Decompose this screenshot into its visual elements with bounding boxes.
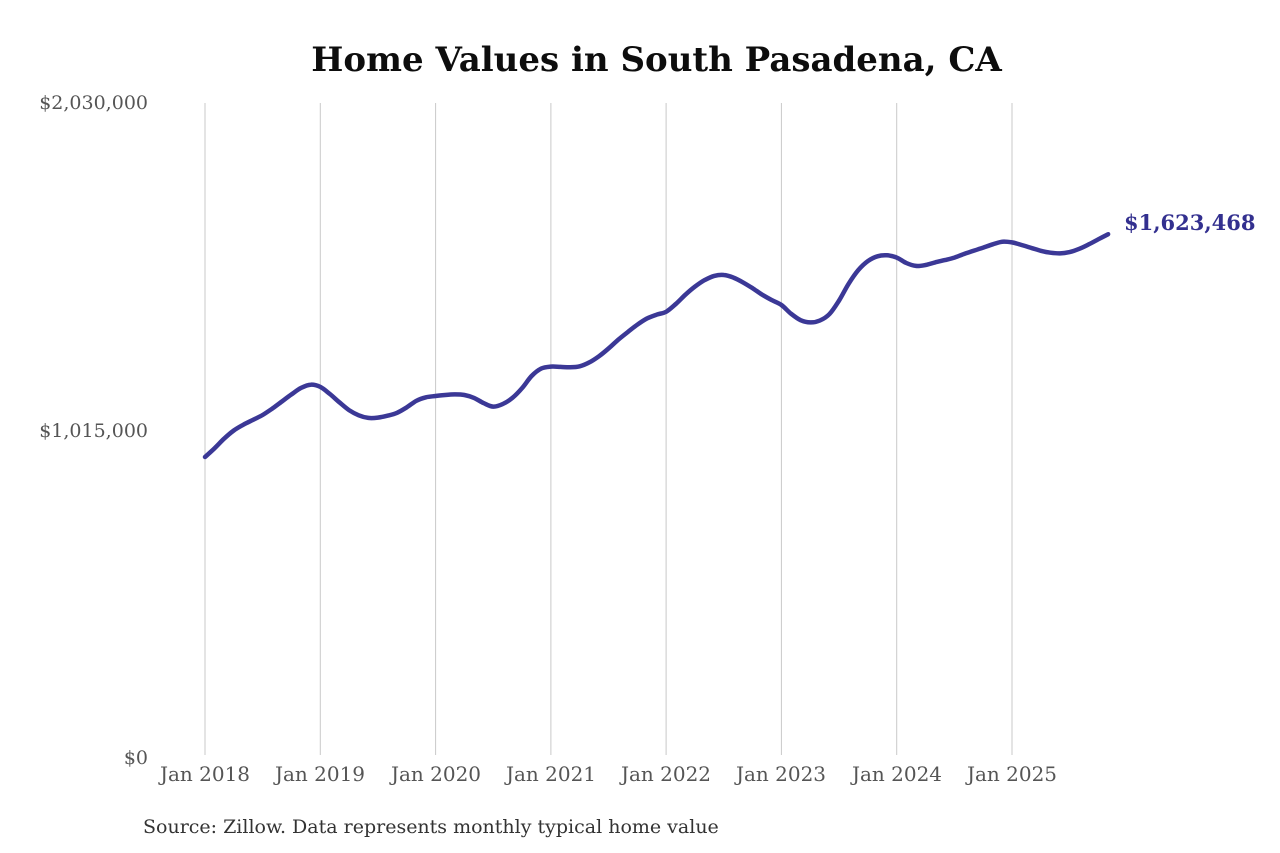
y-tick-label: $1,015,000 [39, 420, 148, 442]
chart-title: Home Values in South Pasadena, CA [311, 40, 1002, 80]
y-tick-label: $0 [123, 747, 148, 769]
x-tick-label: Jan 2018 [159, 762, 251, 786]
x-tick-label: Jan 2023 [735, 762, 827, 786]
y-tick-label: $2,030,000 [39, 92, 148, 114]
latest-value-label: $1,623,468 [1124, 210, 1256, 235]
x-tick-label: Jan 2021 [505, 762, 597, 786]
x-tick-label: Jan 2019 [274, 762, 366, 786]
x-tick-label: Jan 2022 [620, 762, 712, 786]
x-tick-label: Jan 2024 [851, 762, 943, 786]
x-tick-label: Jan 2020 [390, 762, 482, 786]
x-tick-label: Jan 2025 [966, 762, 1058, 786]
source-note: Source: Zillow. Data represents monthly … [143, 816, 719, 838]
home-value-line [202, 231, 1111, 460]
